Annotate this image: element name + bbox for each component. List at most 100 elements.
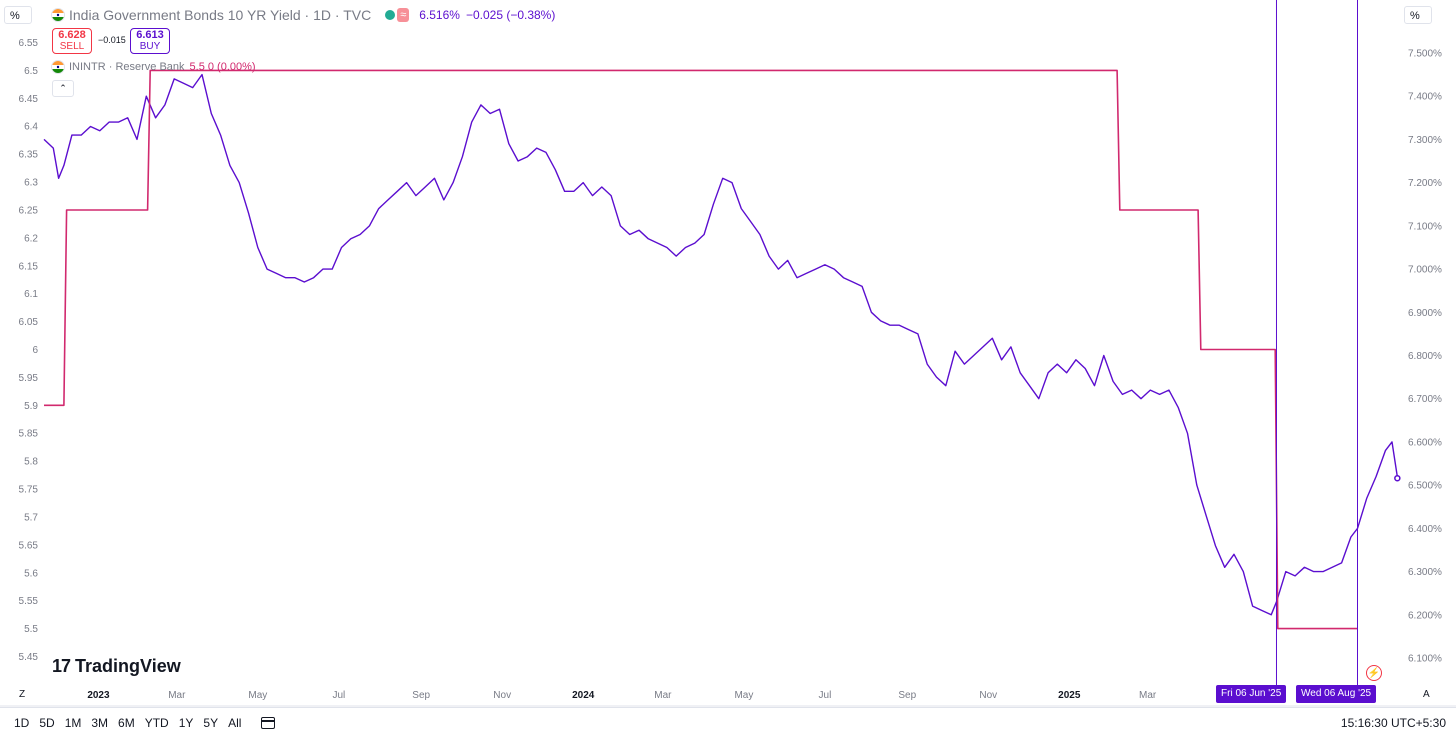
left-tick-label: 5.95 xyxy=(19,373,39,384)
calendar-icon[interactable] xyxy=(261,717,276,729)
symbol-header: India Government Bonds 10 YR Yield · 1D … xyxy=(52,6,555,24)
left-tick-label: 6.2 xyxy=(24,233,38,244)
range-5d-button[interactable]: 5D xyxy=(39,716,55,730)
india-flag-icon xyxy=(52,9,64,21)
left-tick-label: 5.9 xyxy=(24,401,38,412)
left-tick-label: 5.75 xyxy=(19,485,39,496)
last-price: 6.516% xyxy=(419,8,460,22)
sell-price: 6.628 xyxy=(58,29,86,41)
left-tick-label: 6.3 xyxy=(24,178,38,189)
indicator-values: 5.5 0 (0.00%) xyxy=(189,61,256,73)
right-tick-label: 6.400% xyxy=(1408,524,1442,535)
left-price-axis: 6.55 6.5 6.45 6.4 6.35 6.3 6.25 6.2 6.15 6.1 6.05 6… xyxy=(19,38,39,663)
marker-date-tag-1: Fri 06 Jun '25 xyxy=(1216,685,1287,703)
range-1m-button[interactable]: 1M xyxy=(64,716,82,730)
time-tick-label: Jul xyxy=(332,690,345,701)
range-6m-button[interactable]: 6M xyxy=(118,716,135,730)
last-value-dot xyxy=(1394,474,1401,482)
right-tick-label: 6.100% xyxy=(1408,654,1442,665)
sell-button[interactable]: 6.628 SELL xyxy=(52,28,92,54)
indicator-name: ININTR · Reserve Bank xyxy=(69,61,185,73)
marker-date-tag-2: Wed 06 Aug '25 xyxy=(1296,685,1377,703)
right-price-axis: 7.500% 7.400% 7.300% 7.200% 7.100% 7.000% 6.90… xyxy=(1408,49,1442,665)
left-tick-label: 5.5 xyxy=(24,624,38,635)
left-tick-label: 5.65 xyxy=(19,540,39,551)
market-open-icon xyxy=(385,10,396,20)
left-tick-label: 5.55 xyxy=(19,596,39,607)
time-tick-label: Nov xyxy=(493,690,511,701)
chart-canvas[interactable]: 6.55 6.5 6.45 6.4 6.35 6.3 6.25 6.2 6.15 6.1 6.05 6… xyxy=(0,0,1456,707)
time-tick-label: Sep xyxy=(412,690,430,701)
time-tick-label: Jul xyxy=(819,690,832,701)
right-tick-label: 7.300% xyxy=(1408,135,1442,146)
left-tick-label: 6.05 xyxy=(19,317,39,328)
right-tick-label: 6.700% xyxy=(1408,394,1442,405)
right-tick-label: 7.100% xyxy=(1408,221,1442,232)
right-tick-label: 6.800% xyxy=(1408,351,1442,362)
right-tick-label: 7.200% xyxy=(1408,178,1442,189)
time-axis: 2023 Mar May Jul Sep Nov 2024 Mar May Jul Sep Nov 20… xyxy=(87,690,1238,701)
sell-label: SELL xyxy=(59,41,85,52)
time-tick-label: 2025 xyxy=(1058,690,1081,701)
right-tick-label: 6.600% xyxy=(1408,437,1442,448)
bottom-toolbar: 1D 5D 1M 3M 6M YTD 1Y 5Y All 15:16:30 UT… xyxy=(0,707,1456,738)
left-tick-label: 6.4 xyxy=(24,122,38,133)
range-1y-button[interactable]: 1Y xyxy=(178,716,194,730)
range-all-button[interactable]: All xyxy=(228,716,242,730)
right-unit-button[interactable]: % xyxy=(1404,6,1432,24)
bond-yield-line xyxy=(43,73,1398,616)
right-tick-label: 6.500% xyxy=(1408,481,1442,492)
tradingview-mark-icon: 17 xyxy=(52,656,71,676)
time-tick-label: Mar xyxy=(168,690,186,701)
right-tick-label: 6.900% xyxy=(1408,308,1442,319)
left-tick-label: 6.5 xyxy=(24,66,38,77)
left-tick-label: 6.1 xyxy=(24,289,38,300)
right-tick-label: 6.300% xyxy=(1408,567,1442,578)
symbol-title[interactable]: India Government Bonds 10 YR Yield · 1D … xyxy=(69,7,372,23)
time-tick-label: 2024 xyxy=(572,690,595,701)
buy-price: 6.613 xyxy=(136,29,164,41)
left-tick-label: 5.45 xyxy=(19,652,39,663)
left-tick-label: 6 xyxy=(32,345,38,356)
buy-button[interactable]: 6.613 BUY xyxy=(130,28,170,54)
indicator-legend[interactable]: ININTR · Reserve Bank 5.5 0 (0.00%) xyxy=(52,61,256,73)
approx-badge[interactable]: ≈ xyxy=(397,8,410,22)
right-tick-label: 7.400% xyxy=(1408,92,1442,103)
clock[interactable]: 15:16:30 UTC+5:30 xyxy=(1340,716,1446,730)
left-tick-label: 5.85 xyxy=(19,429,39,440)
range-ytd-button[interactable]: YTD xyxy=(144,716,169,730)
price-change: −0.025 (−0.38%) xyxy=(465,8,556,22)
range-5y-button[interactable]: 5Y xyxy=(203,716,219,730)
left-unit-button[interactable]: % xyxy=(4,6,32,24)
lightning-icon[interactable]: ⚡ xyxy=(1366,665,1382,681)
time-tick-label: 2023 xyxy=(87,690,110,701)
right-tick-label: 7.000% xyxy=(1408,265,1442,276)
left-tick-label: 6.25 xyxy=(19,205,39,216)
time-tick-label: Sep xyxy=(898,690,916,701)
time-tick-label: Nov xyxy=(979,690,997,701)
spread-value: −0.015 xyxy=(98,35,126,45)
time-tick-label: Mar xyxy=(1139,690,1157,701)
india-flag-icon xyxy=(52,61,64,73)
time-tick-label: Mar xyxy=(654,690,672,701)
left-tick-label: 6.35 xyxy=(19,150,39,161)
axis-corner-right[interactable]: A xyxy=(1423,689,1430,700)
left-tick-label: 6.15 xyxy=(19,261,39,272)
left-tick-label: 5.6 xyxy=(24,568,38,579)
tradingview-logo: 17 TradingView xyxy=(52,656,181,677)
right-tick-label: 6.200% xyxy=(1408,610,1442,621)
axis-corner-left[interactable]: Z xyxy=(19,689,26,700)
left-tick-label: 5.7 xyxy=(24,512,38,523)
left-tick-label: 6.55 xyxy=(19,38,39,49)
buy-label: BUY xyxy=(139,41,161,52)
collapse-legend-button[interactable]: ⌃ xyxy=(52,80,74,97)
time-tick-label: May xyxy=(248,690,267,701)
range-3m-button[interactable]: 3M xyxy=(91,716,109,730)
time-tick-label: May xyxy=(734,690,753,701)
logo-text: TradingView xyxy=(75,656,181,676)
policy-rate-line xyxy=(44,69,1358,630)
left-tick-label: 6.45 xyxy=(19,94,39,105)
left-tick-label: 5.8 xyxy=(24,457,38,468)
range-1d-button[interactable]: 1D xyxy=(14,716,30,730)
right-tick-label: 7.500% xyxy=(1408,49,1442,60)
